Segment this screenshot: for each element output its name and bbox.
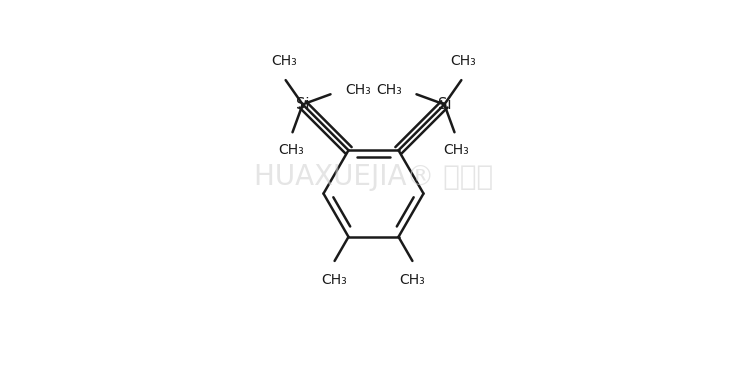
Text: CH₃: CH₃	[450, 54, 476, 68]
Text: Si: Si	[296, 97, 309, 112]
Text: CH₃: CH₃	[376, 83, 402, 97]
Text: CH₃: CH₃	[271, 54, 297, 68]
Text: CH₃: CH₃	[278, 143, 303, 158]
Text: CH₃: CH₃	[400, 273, 425, 287]
Text: Si: Si	[438, 97, 451, 112]
Text: CH₃: CH₃	[444, 143, 469, 158]
Text: CH₃: CH₃	[345, 83, 371, 97]
Text: CH₃: CH₃	[322, 273, 347, 287]
Text: HUAXUEJIA® 化学加: HUAXUEJIA® 化学加	[254, 163, 493, 191]
